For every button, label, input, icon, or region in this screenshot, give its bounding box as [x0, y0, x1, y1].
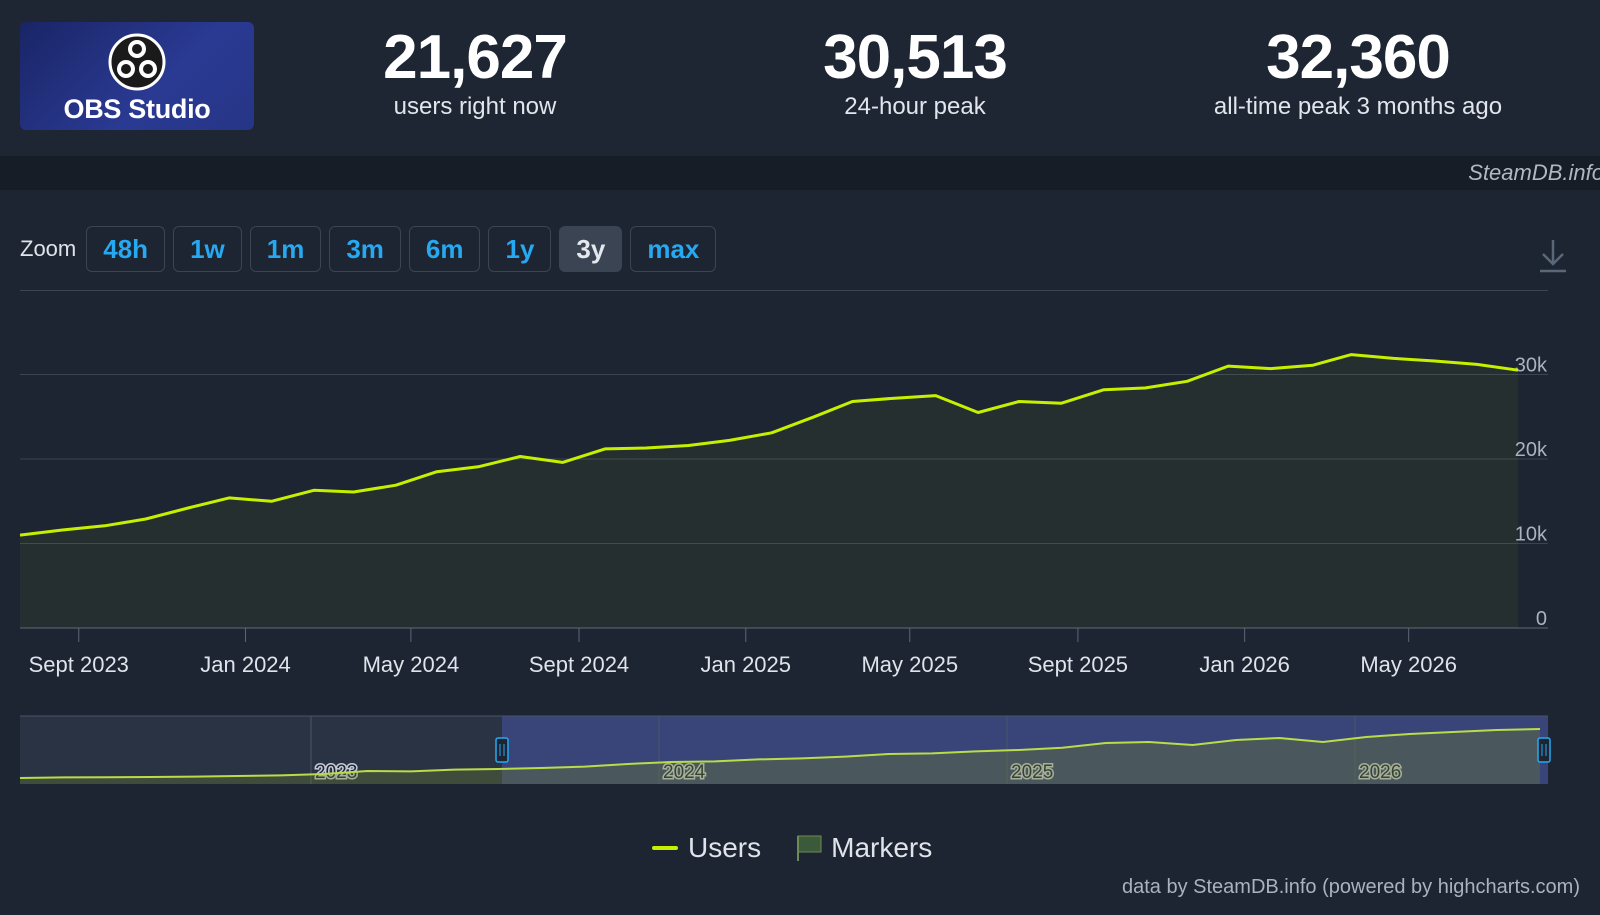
app-logo[interactable]: OBS Studio	[20, 22, 254, 130]
stat-label: users right now	[393, 93, 557, 120]
player-count-chart[interactable]: 0 10k 20k 30k Sept 2023 Jan 2024 May 2024 Sept …	[0, 290, 1600, 810]
x-tick-label: May 2025	[861, 652, 958, 677]
stat-value: 21,627	[383, 23, 568, 92]
zoom-button-1m[interactable]: 1m	[249, 226, 322, 272]
obs-logo-icon	[108, 33, 166, 91]
flag-icon	[797, 835, 822, 861]
zoom-selector: Zoom 48h 1w 1m 3m 6m 1y 3y max	[20, 225, 724, 273]
download-icon[interactable]	[1538, 238, 1568, 274]
x-tick-label: Jan 2024	[200, 652, 291, 677]
navigator-area	[20, 729, 1540, 784]
navigator-background	[20, 716, 1548, 784]
y-tick-label: 0	[1536, 608, 1547, 630]
zoom-button-1w[interactable]: 1w	[173, 226, 242, 272]
y-tick-label: 10k	[1515, 524, 1548, 546]
stat-value: 32,360	[1266, 23, 1451, 92]
stat-current-users: 21,627 users right now	[265, 24, 685, 122]
stat-label: 24-hour peak	[844, 93, 986, 120]
x-tick-label: Sept 2025	[1028, 652, 1128, 677]
stats-header: OBS Studio 21,627 users right now 30,513…	[0, 0, 1600, 156]
users-swatch	[652, 846, 678, 850]
legend-item-markers[interactable]: Markers	[795, 832, 932, 864]
zoom-label: Zoom	[20, 236, 77, 261]
x-tick-label: Jan 2025	[700, 652, 791, 677]
x-tick-label: Sept 2023	[29, 652, 129, 677]
x-tick-label: Sept 2024	[529, 652, 629, 677]
navigator-label: 2024	[663, 762, 706, 783]
chart-credit[interactable]: data by SteamDB.info (powered by highcha…	[1122, 876, 1580, 898]
zoom-button-48h[interactable]: 48h	[86, 226, 166, 272]
stat-value: 30,513	[823, 23, 1008, 92]
zoom-button-1y[interactable]: 1y	[488, 226, 552, 272]
x-tick-label: Jan 2026	[1199, 652, 1290, 677]
app-name: OBS Studio	[63, 94, 211, 124]
legend-item-users[interactable]: Users	[652, 832, 761, 864]
legend-label-users: Users	[688, 832, 762, 863]
x-tick-label: May 2024	[363, 652, 460, 677]
legend-label-markers: Markers	[831, 832, 933, 863]
y-tick-label: 20k	[1515, 439, 1548, 461]
navigator-line	[19, 728, 1541, 779]
users-area	[20, 354, 1518, 628]
navigator-label: 2025	[1011, 762, 1053, 783]
source-badge[interactable]: SteamDB.info	[1468, 160, 1600, 185]
navigator-handle-left	[495, 737, 509, 763]
navigator-label: 2026	[1359, 762, 1401, 783]
source-bar: SteamDB.info	[0, 156, 1600, 190]
zoom-button-max[interactable]: max	[630, 226, 717, 272]
stat-all-time-peak: 32,360 all-time peak 3 months ago	[1148, 24, 1568, 122]
chart-legend: Users Markers	[652, 832, 966, 864]
x-tick-label: May 2026	[1360, 652, 1457, 677]
navigator-handle-right	[1537, 737, 1551, 763]
stat-label: all-time peak 3 months ago	[1213, 93, 1503, 120]
y-tick-label: 30k	[1515, 355, 1548, 377]
zoom-button-3y[interactable]: 3y	[559, 226, 623, 272]
zoom-button-3m[interactable]: 3m	[329, 226, 401, 272]
stat-24h-peak: 30,513 24-hour peak	[705, 24, 1125, 122]
zoom-button-6m[interactable]: 6m	[408, 226, 481, 272]
